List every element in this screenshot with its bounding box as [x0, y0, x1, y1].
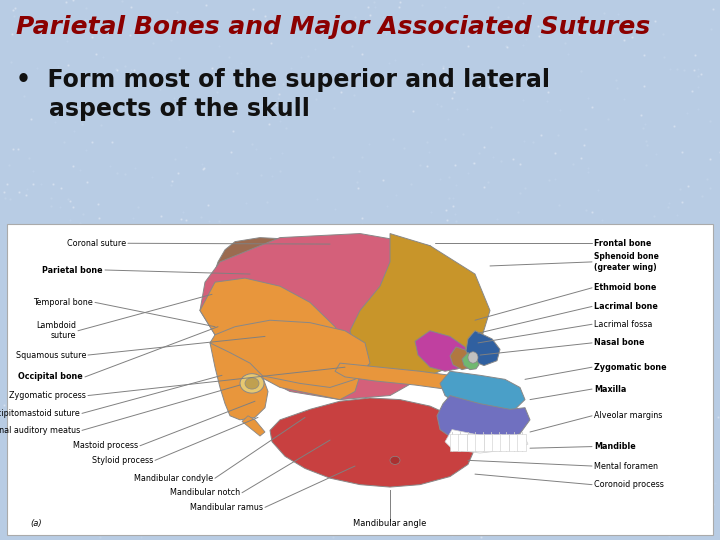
- Text: Mental foramen: Mental foramen: [594, 462, 658, 470]
- Bar: [459, 434, 467, 451]
- Text: Mandibular notch: Mandibular notch: [170, 488, 240, 497]
- Bar: [450, 434, 459, 451]
- Text: Temporal bone: Temporal bone: [33, 298, 93, 307]
- Polygon shape: [466, 330, 500, 366]
- Text: Squamous suture: Squamous suture: [16, 350, 86, 360]
- Text: External auditory meatus: External auditory meatus: [0, 426, 80, 435]
- Circle shape: [390, 456, 400, 464]
- Polygon shape: [200, 238, 350, 319]
- Text: Alveolar margins: Alveolar margins: [594, 411, 662, 420]
- Text: Parietal Bones and Major Associated Sutures: Parietal Bones and Major Associated Sutu…: [16, 15, 650, 39]
- Text: Mandibular ramus: Mandibular ramus: [190, 503, 263, 512]
- Bar: [492, 434, 501, 451]
- Polygon shape: [450, 347, 475, 370]
- Bar: [500, 434, 509, 451]
- Text: Sphenoid bone
(greater wing): Sphenoid bone (greater wing): [594, 252, 659, 272]
- Polygon shape: [445, 430, 528, 453]
- Bar: [508, 434, 518, 451]
- Text: Lacrimal fossa: Lacrimal fossa: [594, 320, 652, 329]
- Text: Frontal bone: Frontal bone: [594, 239, 652, 248]
- Circle shape: [240, 374, 264, 393]
- Polygon shape: [210, 320, 370, 388]
- Text: Lacrimal bone: Lacrimal bone: [594, 302, 658, 311]
- Polygon shape: [350, 233, 490, 379]
- Text: aspects of the skull: aspects of the skull: [16, 97, 310, 121]
- Polygon shape: [437, 395, 530, 444]
- Text: Styloid process: Styloid process: [91, 456, 153, 465]
- Text: Coronal suture: Coronal suture: [67, 239, 126, 248]
- Bar: [484, 434, 492, 451]
- Text: (a): (a): [30, 518, 42, 528]
- Polygon shape: [210, 343, 268, 420]
- Text: Lambdoid
suture: Lambdoid suture: [36, 321, 76, 340]
- Polygon shape: [242, 416, 265, 436]
- Polygon shape: [440, 372, 525, 414]
- Text: Mandible: Mandible: [594, 442, 636, 451]
- Text: Zygomatic process: Zygomatic process: [9, 391, 86, 400]
- Text: Maxilla: Maxilla: [594, 384, 626, 394]
- Text: Mastoid process: Mastoid process: [73, 441, 138, 450]
- Polygon shape: [415, 330, 468, 372]
- Bar: [467, 434, 476, 451]
- Text: Occipitomastoid suture: Occipitomastoid suture: [0, 409, 80, 418]
- Polygon shape: [200, 278, 360, 400]
- Bar: [7, 224, 713, 535]
- Polygon shape: [335, 363, 455, 389]
- Polygon shape: [200, 233, 470, 400]
- Polygon shape: [462, 353, 479, 370]
- Circle shape: [245, 378, 259, 389]
- Text: Ethmoid bone: Ethmoid bone: [594, 284, 657, 292]
- Text: Mandibular angle: Mandibular angle: [354, 518, 427, 528]
- Ellipse shape: [468, 352, 478, 363]
- Polygon shape: [270, 398, 475, 487]
- Bar: [475, 434, 484, 451]
- Text: Nasal bone: Nasal bone: [594, 339, 644, 347]
- Bar: [517, 434, 526, 451]
- Text: •  Form most of the superior and lateral: • Form most of the superior and lateral: [16, 68, 550, 91]
- Text: Zygomatic bone: Zygomatic bone: [594, 363, 667, 372]
- Text: Coronoid process: Coronoid process: [594, 480, 664, 489]
- Text: Mandibular condyle: Mandibular condyle: [134, 474, 213, 483]
- Text: Occipital bone: Occipital bone: [18, 373, 83, 381]
- Text: Parietal bone: Parietal bone: [42, 266, 103, 274]
